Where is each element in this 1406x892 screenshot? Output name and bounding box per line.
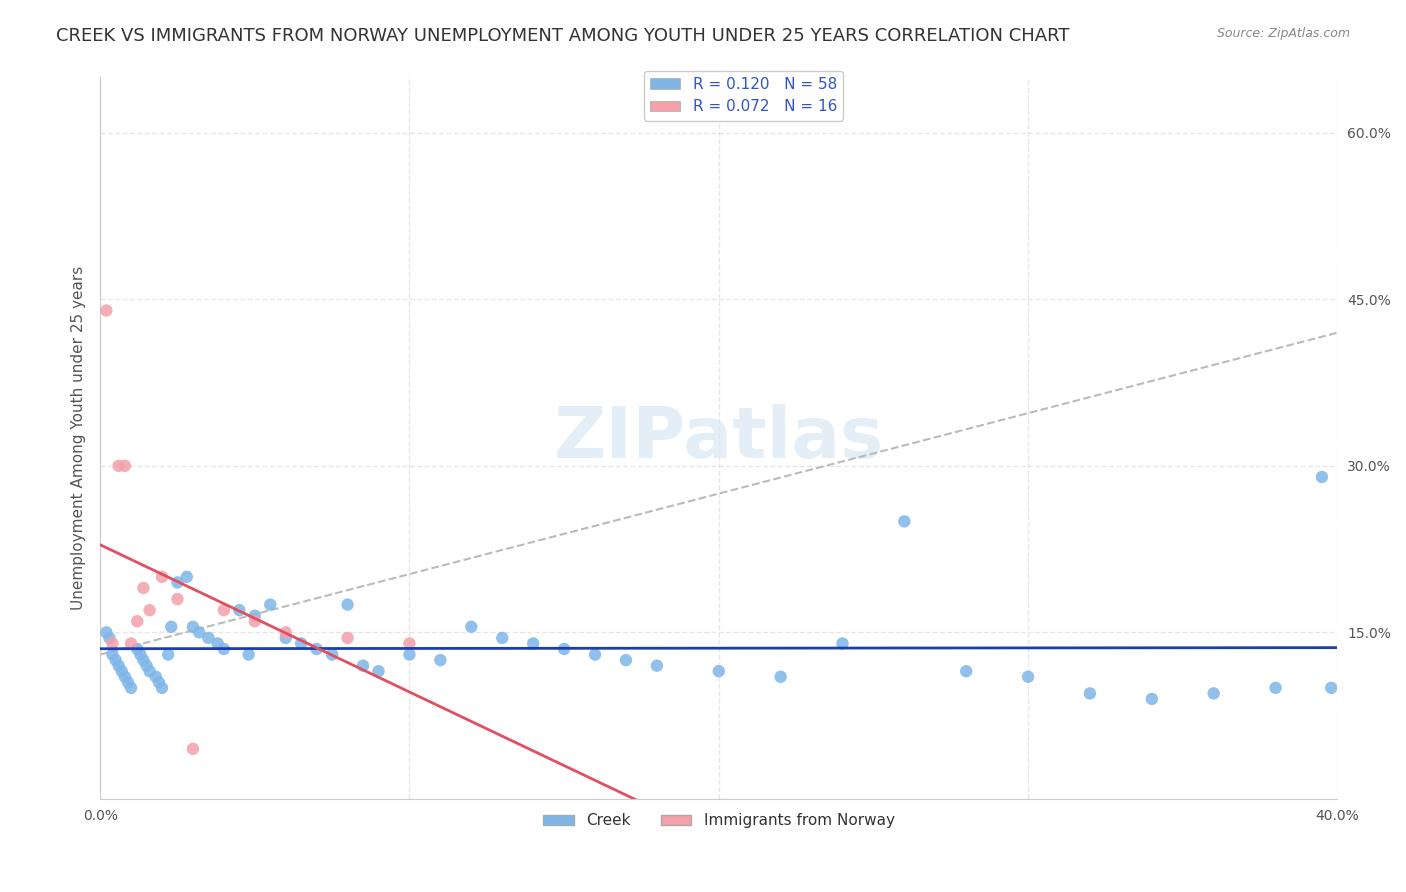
Point: [107, 658, 129, 673]
Point: [228, 603, 250, 617]
Point: [188, 625, 211, 640]
Point: [460, 620, 482, 634]
Point: [138, 664, 160, 678]
Point: [290, 636, 312, 650]
Point: [955, 664, 977, 678]
Point: [101, 648, 124, 662]
Point: [150, 681, 173, 695]
Point: [127, 614, 149, 628]
Point: [135, 658, 157, 673]
Point: [166, 575, 188, 590]
Point: [157, 648, 180, 662]
Point: [1264, 681, 1286, 695]
Point: [243, 608, 266, 623]
Point: [96, 303, 118, 318]
Point: [150, 570, 173, 584]
Point: [429, 653, 451, 667]
Point: [104, 653, 127, 667]
Point: [127, 642, 149, 657]
Point: [398, 648, 420, 662]
Text: ZIPatlas: ZIPatlas: [554, 404, 884, 473]
Point: [1140, 692, 1163, 706]
Point: [120, 681, 142, 695]
Point: [352, 658, 374, 673]
Point: [1320, 681, 1343, 695]
Point: [129, 648, 152, 662]
Point: [212, 642, 235, 657]
Point: [238, 648, 260, 662]
Point: [132, 653, 155, 667]
Point: [96, 625, 118, 640]
Point: [120, 636, 142, 650]
Text: Source: ZipAtlas.com: Source: ZipAtlas.com: [1216, 27, 1350, 40]
Legend: Creek, Immigrants from Norway: Creek, Immigrants from Norway: [537, 807, 901, 835]
Point: [831, 636, 853, 650]
Point: [522, 636, 544, 650]
Point: [893, 514, 915, 528]
Point: [645, 658, 668, 673]
Point: [145, 670, 167, 684]
Point: [114, 458, 136, 473]
Point: [491, 631, 513, 645]
Y-axis label: Unemployment Among Youth under 25 years: Unemployment Among Youth under 25 years: [72, 266, 86, 610]
Point: [166, 592, 188, 607]
Point: [1017, 670, 1039, 684]
Point: [769, 670, 792, 684]
Point: [101, 636, 124, 650]
Point: [336, 631, 359, 645]
Point: [98, 631, 121, 645]
Point: [181, 742, 204, 756]
Point: [160, 620, 183, 634]
Point: [707, 664, 730, 678]
Point: [197, 631, 219, 645]
Point: [614, 653, 637, 667]
Point: [553, 642, 575, 657]
Point: [138, 603, 160, 617]
Point: [148, 675, 170, 690]
Point: [1310, 470, 1333, 484]
Point: [1078, 686, 1101, 700]
Point: [367, 664, 389, 678]
Point: [132, 581, 155, 595]
Point: [107, 458, 129, 473]
Point: [114, 670, 136, 684]
Point: [398, 636, 420, 650]
Point: [1202, 686, 1225, 700]
Point: [111, 664, 134, 678]
Point: [305, 642, 328, 657]
Point: [259, 598, 281, 612]
Point: [274, 631, 297, 645]
Point: [117, 675, 139, 690]
Point: [243, 614, 266, 628]
Point: [181, 620, 204, 634]
Point: [207, 636, 229, 650]
Point: [212, 603, 235, 617]
Point: [321, 648, 343, 662]
Point: [274, 625, 297, 640]
Text: CREEK VS IMMIGRANTS FROM NORWAY UNEMPLOYMENT AMONG YOUTH UNDER 25 YEARS CORRELAT: CREEK VS IMMIGRANTS FROM NORWAY UNEMPLOY…: [56, 27, 1070, 45]
Point: [336, 598, 359, 612]
Point: [583, 648, 606, 662]
Point: [176, 570, 198, 584]
